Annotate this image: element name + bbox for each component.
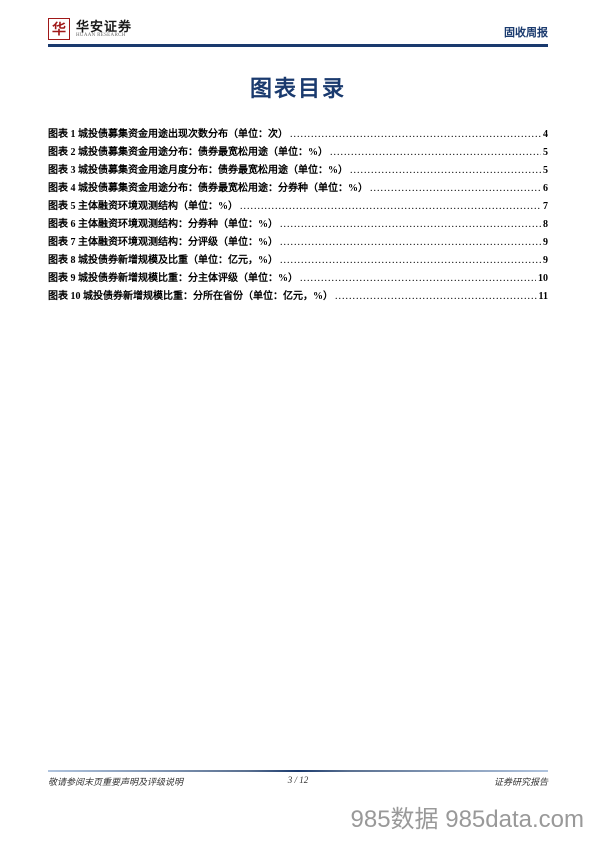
- page-footer: 敬请参阅末页重要声明及评级说明 3 / 12 证券研究报告: [48, 770, 548, 788]
- toc-entry: 图表 3 城投债募集资金用途月度分布：债券最宽松用途（单位：%） 5: [48, 161, 548, 176]
- toc-label: 图表 6 主体融资环境观测结构：分券种（单位：%）: [48, 215, 278, 230]
- toc-label: 图表 5 主体融资环境观测结构（单位：%）: [48, 197, 238, 212]
- header-category: 固收周报: [504, 24, 548, 40]
- toc-entry: 图表 2 城投债募集资金用途分布：债券最宽松用途（单位：%） 5: [48, 143, 548, 158]
- footer-left: 敬请参阅末页重要声明及评级说明: [48, 775, 183, 788]
- toc-entry: 图表 4 城投债募集资金用途分布：债券最宽松用途：分券种（单位：%） 6: [48, 179, 548, 194]
- toc-label: 图表 10 城投债券新增规模比重：分所在省份（单位：亿元，%）: [48, 287, 333, 302]
- toc-leader-dots: [280, 255, 541, 266]
- page-title: 图表目录: [0, 71, 596, 103]
- toc-page-number: 9: [543, 237, 548, 248]
- toc-leader-dots: [280, 237, 541, 248]
- toc-leader-dots: [300, 273, 536, 284]
- toc-page-number: 5: [543, 165, 548, 176]
- logo-text: 华安证券 HUAAN RESEARCH: [76, 20, 132, 38]
- logo-cn: 华安证券: [76, 20, 132, 33]
- toc-label: 图表 1 城投债募集资金用途出现次数分布（单位：次）: [48, 125, 288, 140]
- toc-entry: 图表 8 城投债券新增规模及比重（单位：亿元，%） 9: [48, 251, 548, 266]
- footer-page-number: 3 / 12: [288, 775, 309, 785]
- toc-page-number: 11: [539, 291, 548, 302]
- toc-leader-dots: [240, 201, 541, 212]
- toc-entry: 图表 6 主体融资环境观测结构：分券种（单位：%） 8: [48, 215, 548, 230]
- toc-label: 图表 2 城投债募集资金用途分布：债券最宽松用途（单位：%）: [48, 143, 328, 158]
- toc-page-number: 6: [543, 183, 548, 194]
- footer-text: 敬请参阅末页重要声明及评级说明 3 / 12 证券研究报告: [48, 775, 548, 788]
- toc-page-number: 4: [543, 129, 548, 140]
- watermark: 985数据 985data.com: [351, 799, 584, 834]
- toc-page-number: 5: [543, 147, 548, 158]
- toc-page-number: 10: [538, 273, 548, 284]
- toc-page-number: 7: [543, 201, 548, 212]
- toc-leader-dots: [290, 129, 541, 140]
- logo-en: HUAAN RESEARCH: [76, 33, 132, 38]
- toc-leader-dots: [330, 147, 541, 158]
- page-header: 华 华安证券 HUAAN RESEARCH 固收周报: [48, 0, 548, 47]
- toc-leader-dots: [280, 219, 541, 230]
- toc-leader-dots: [370, 183, 541, 194]
- toc-entry: 图表 10 城投债券新增规模比重：分所在省份（单位：亿元，%） 11: [48, 287, 548, 302]
- toc-page-number: 8: [543, 219, 548, 230]
- toc-label: 图表 4 城投债募集资金用途分布：债券最宽松用途：分券种（单位：%）: [48, 179, 368, 194]
- toc-leader-dots: [335, 291, 537, 302]
- toc-label: 图表 9 城投债券新增规模比重：分主体评级（单位：%）: [48, 269, 298, 284]
- toc-label: 图表 7 主体融资环境观测结构：分评级（单位：%）: [48, 233, 278, 248]
- toc-entry: 图表 9 城投债券新增规模比重：分主体评级（单位：%） 10: [48, 269, 548, 284]
- toc-entry: 图表 1 城投债募集资金用途出现次数分布（单位：次） 4: [48, 125, 548, 140]
- toc-label: 图表 3 城投债募集资金用途月度分布：债券最宽松用途（单位：%）: [48, 161, 348, 176]
- toc-entry: 图表 7 主体融资环境观测结构：分评级（单位：%） 9: [48, 233, 548, 248]
- page: 华 华安证券 HUAAN RESEARCH 固收周报 图表目录 图表 1 城投债…: [0, 0, 596, 842]
- toc-entry: 图表 5 主体融资环境观测结构（单位：%） 7: [48, 197, 548, 212]
- toc-leader-dots: [350, 165, 541, 176]
- toc-label: 图表 8 城投债券新增规模及比重（单位：亿元，%）: [48, 251, 278, 266]
- footer-divider: [48, 770, 548, 772]
- footer-right: 证券研究报告: [494, 775, 548, 788]
- logo-block: 华 华安证券 HUAAN RESEARCH: [48, 18, 132, 40]
- logo-icon: 华: [48, 18, 70, 40]
- table-of-contents: 图表 1 城投债募集资金用途出现次数分布（单位：次） 4 图表 2 城投债募集资金用…: [0, 125, 596, 302]
- toc-page-number: 9: [543, 255, 548, 266]
